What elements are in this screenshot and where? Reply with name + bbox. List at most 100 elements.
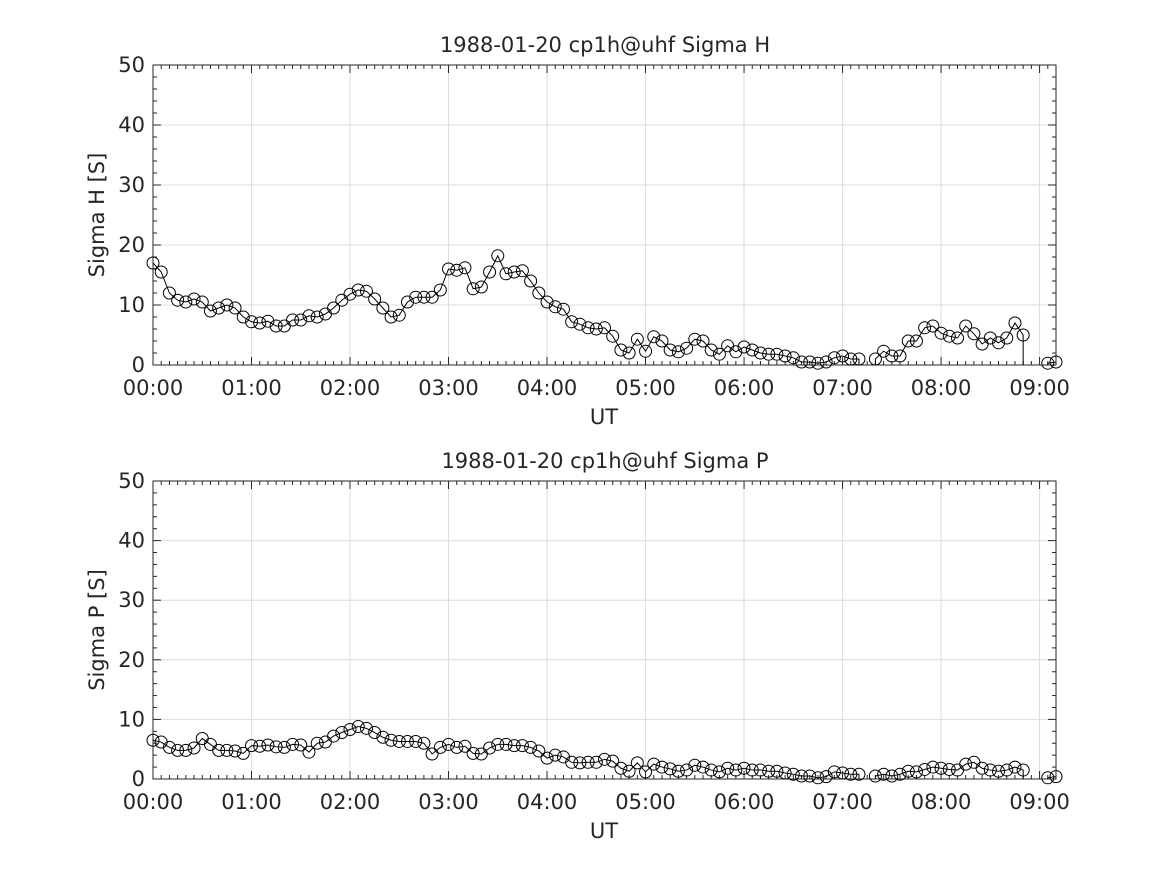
x-axis-tick-labels: 00:00 01:00 02:00 03:00 04:00 05:00 06:00 07:00… [123,790,1070,814]
data-point [368,726,382,740]
data-point [179,743,193,757]
data-point [992,764,1006,778]
data-point [1008,760,1022,774]
data-point [499,267,513,281]
data-point [466,746,480,760]
data-point [220,743,234,757]
data-point [647,757,661,771]
x-axis-label: UT [590,405,618,429]
data-point [450,263,464,277]
data-point [327,729,341,743]
data-point [409,734,423,748]
data-point [992,336,1006,350]
data-point [376,301,390,315]
data-point [146,256,160,270]
data-point [269,740,283,754]
data-point [655,334,669,348]
data-point [277,740,291,754]
x-tick-label: 02:00 [320,790,381,814]
data-point [729,763,743,777]
data-point [458,739,472,753]
data-point [680,341,694,355]
y-axis-tick-labels: 0 10 20 30 40 50 [118,53,145,377]
data-point [548,748,562,762]
data-point [565,755,579,769]
data-series [146,249,1063,370]
data-point [162,286,176,300]
data-point [950,331,964,345]
data-point [975,761,989,775]
y-tick-label: 0 [132,353,145,377]
x-tick-label: 04:00 [517,376,578,400]
data-point [795,769,809,783]
data-point [261,738,275,752]
data-point [655,760,669,774]
data-point [606,754,620,768]
data-point [425,747,439,761]
data-point [540,751,554,765]
data-point [294,738,308,752]
data-point [458,261,472,275]
chart-panel-sigma-h: 1988-01-20 cp1h@uhf Sigma H 00:00 01:00 02… [85,33,1070,429]
data-point [786,351,800,365]
data-point [376,730,390,744]
data-point [712,765,726,779]
data-point [827,351,841,365]
data-point [245,315,259,329]
data-point [294,313,308,327]
data-point [614,343,628,357]
data-point [901,334,915,348]
data-point [918,321,932,335]
data-point [302,309,316,323]
data-point [786,767,800,781]
data-point [770,764,784,778]
data-point [483,741,497,755]
y-tick-label: 30 [118,173,145,197]
data-point [400,295,414,309]
data-point [384,310,398,324]
data-point [269,319,283,333]
data-point [171,293,185,307]
data-point [417,736,431,750]
data-point [918,762,932,776]
data-point [515,739,529,753]
data-point [663,762,677,776]
data-point [844,352,858,366]
data-point [983,331,997,345]
data-point [926,760,940,774]
data-point [253,316,267,330]
series-line [152,254,1057,365]
data-point [359,721,373,735]
data-point [589,322,603,336]
y-axis-tick-labels: 0 10 20 30 40 50 [118,469,145,791]
data-point [762,764,776,778]
data-point [1049,770,1063,784]
data-point [154,265,168,279]
data-point [647,330,661,344]
y-tick-label: 10 [118,293,145,317]
y-tick-label: 10 [118,707,145,731]
grid [152,480,1056,780]
data-point [212,301,226,315]
data-point [343,723,357,737]
y-tick-label: 50 [118,469,145,493]
data-point [680,763,694,777]
data-point [942,762,956,776]
data-point [877,767,891,781]
data-point [483,265,497,279]
data-point [548,300,562,314]
y-tick-label: 40 [118,113,145,137]
data-point [179,295,193,309]
chart-title: 1988-01-20 cp1h@uhf Sigma P [441,449,768,473]
data-point [598,752,611,766]
data-point [1041,771,1055,785]
x-tick-label: 00:00 [123,376,184,400]
data-point [942,329,956,343]
data-point [598,321,611,335]
data-point [392,734,406,748]
chart-title: 1988-01-20 cp1h@uhf Sigma H [440,33,770,57]
data-point [868,769,882,783]
data-point [745,343,759,357]
x-tick-label: 03:00 [418,376,479,400]
